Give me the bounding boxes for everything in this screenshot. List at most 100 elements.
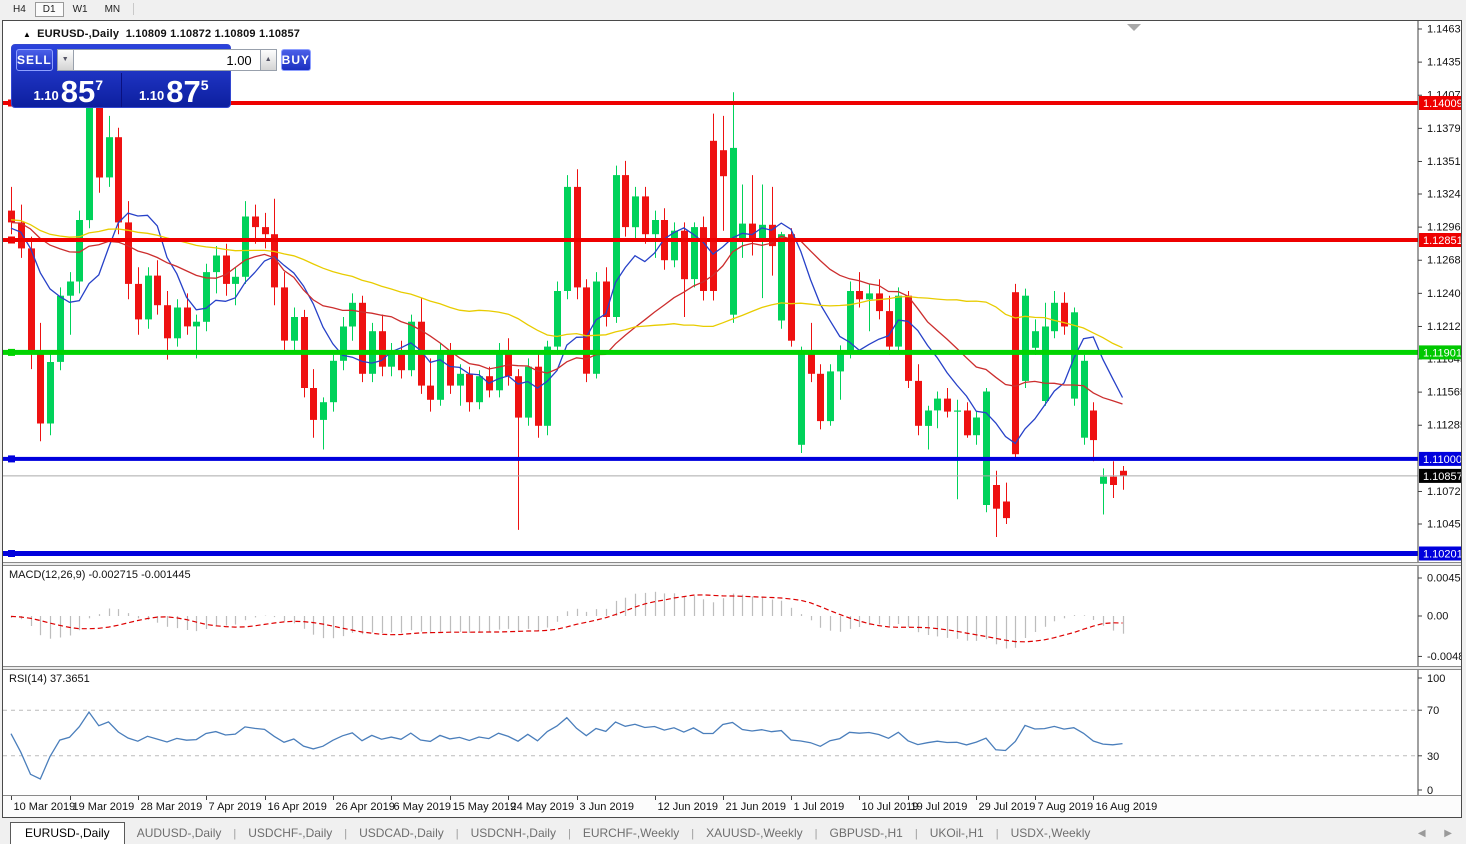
svg-text:1.14009: 1.14009 [1423,98,1461,110]
svg-text:1.11565: 1.11565 [1427,387,1461,399]
tab-separator: | [344,828,348,840]
sell-price-main: 85 [60,74,96,109]
macd-canvas[interactable]: 0.004517 0.00 -0.004806 [3,566,1461,666]
svg-text:10 Mar 2019: 10 Mar 2019 [14,801,76,813]
svg-text:1.12680: 1.12680 [1427,255,1461,267]
date-axis[interactable]: 10 Mar 2019 19 Mar 2019 28 Mar 2019 7 Apr 2… [3,795,1461,817]
buy-price-main: 87 [166,74,201,109]
timeframe-button-w1[interactable]: W1 [72,3,88,15]
buy-button[interactable]: BUY [280,49,312,71]
chart-tab-usdcnh-daily[interactable]: USDCNH-,Daily [470,826,556,840]
tab-separator: | [567,828,571,840]
timeframe-button-d1[interactable]: D1 [34,1,64,17]
sell-price[interactable]: 1.10 85 7 [16,73,122,107]
svg-text:1.10857: 1.10857 [1423,471,1461,483]
tab-separator: | [455,828,459,840]
svg-text:1.12851: 1.12851 [1423,235,1461,247]
svg-text:1.11285: 1.11285 [1427,420,1461,432]
svg-text:28 Mar 2019: 28 Mar 2019 [141,801,203,813]
tab-scroll-arrows[interactable]: ◀ ▶ [1417,828,1460,839]
pane-splitter[interactable] [3,666,1461,670]
buy-price[interactable]: 1.10 87 5 [122,73,227,107]
volume-increase-icon[interactable]: ▲ [259,49,277,71]
volume-input[interactable] [73,49,260,71]
svg-text:16 Aug 2019: 16 Aug 2019 [1096,801,1158,813]
chart-tab-usdchf-daily[interactable]: USDCHF-,Daily [248,826,333,840]
pane-splitter[interactable] [3,562,1461,566]
tab-separator: | [995,828,999,840]
one-click-trade-panel: SELL ▼ ▲ BUY 1.10 85 7 1.10 [11,44,312,108]
svg-text:1.10725: 1.10725 [1427,486,1461,498]
svg-text:1.13515: 1.13515 [1427,156,1461,168]
chart-title: ▲ EURUSD-,Daily 1.10809 1.10872 1.10809 1… [23,28,300,40]
rsi-pane[interactable]: 100 70 30 0 [3,670,1461,795]
svg-text:15 May 2019: 15 May 2019 [453,801,517,813]
svg-text:1.14635: 1.14635 [1427,24,1461,36]
price-chart-canvas[interactable]: 1.146351.143551.140751.137951.135151.132… [3,21,1461,562]
sell-button[interactable]: SELL [16,49,53,71]
chart-tab-usdx-weekly[interactable]: USDX-,Weekly [1010,826,1091,840]
chart-tab-ukoil-h1[interactable]: UKOil-,H1 [929,826,984,840]
svg-text:6 May 2019: 6 May 2019 [394,801,451,813]
svg-text:1.14355: 1.14355 [1427,57,1461,69]
chart-tab-eurchf-weekly[interactable]: EURCHF-,Weekly [582,826,680,840]
svg-text:1.12960: 1.12960 [1427,222,1461,234]
chart-ohlc-values: 1.10809 1.10872 1.10809 1.10857 [125,28,301,40]
rsi-canvas[interactable]: 100 70 30 0 [3,670,1461,795]
chart-symbol-label: EURUSD-,Daily [37,28,120,40]
timeframe-button-h4[interactable]: H4 [13,3,26,15]
svg-text:7 Aug 2019: 7 Aug 2019 [1038,801,1094,813]
svg-text:3 Jun 2019: 3 Jun 2019 [580,801,634,813]
chart-tab-gbpusd-h1[interactable]: GBPUSD-,H1 [829,826,903,840]
svg-text:1.10450: 1.10450 [1427,519,1461,531]
svg-text:-0.004806: -0.004806 [1427,651,1461,663]
macd-label: MACD(12,26,9) -0.002715 -0.001445 [9,569,191,581]
svg-text:100: 100 [1427,673,1445,685]
sell-price-pip: 7 [95,77,104,93]
svg-text:19 Mar 2019: 19 Mar 2019 [73,801,135,813]
svg-text:21 Jun 2019: 21 Jun 2019 [726,801,787,813]
macd-pane[interactable]: 0.004517 0.00 -0.004806 [3,566,1461,666]
svg-text:19 Jul 2019: 19 Jul 2019 [911,801,968,813]
chart-tab-audusd-daily[interactable]: AUDUSD-,Daily [136,826,222,840]
svg-text:1.12120: 1.12120 [1427,321,1461,333]
svg-text:70: 70 [1427,705,1439,717]
timeframe-toolbar: H4 D1 W1 MN [0,0,1466,18]
svg-text:0.00: 0.00 [1427,611,1448,623]
tab-separator: | [914,828,918,840]
svg-text:1 Jul 2019: 1 Jul 2019 [794,801,845,813]
tab-separator: | [233,828,237,840]
chart-tab-usdcad-daily[interactable]: USDCAD-,Daily [359,826,444,840]
buy-price-pip: 5 [200,77,209,93]
sell-price-prefix: 1.10 [33,88,59,103]
collapse-panel-icon[interactable]: ▲ [23,30,32,39]
volume-decrease-icon[interactable]: ▼ [56,49,74,71]
svg-text:10 Jul 2019: 10 Jul 2019 [862,801,919,813]
svg-text:24 May 2019: 24 May 2019 [511,801,575,813]
svg-text:1.13240: 1.13240 [1427,189,1461,201]
svg-text:1.11000: 1.11000 [1423,454,1461,466]
svg-text:0: 0 [1427,785,1433,795]
svg-text:16 Apr 2019: 16 Apr 2019 [268,801,327,813]
svg-text:1.10201: 1.10201 [1423,548,1461,560]
toolbar-separator [133,3,135,15]
svg-text:1.11901: 1.11901 [1423,347,1461,359]
svg-text:26 Apr 2019: 26 Apr 2019 [336,801,395,813]
svg-text:30: 30 [1427,751,1439,763]
chart-tab-bar: EURUSD-,Daily AUDUSD-,Daily | USDCHF-,Daily… [0,819,1466,844]
timeframe-button-mn[interactable]: MN [104,3,121,15]
svg-text:1.13795: 1.13795 [1427,123,1461,135]
svg-text:0.004517: 0.004517 [1427,573,1461,585]
svg-text:7 Apr 2019: 7 Apr 2019 [209,801,262,813]
svg-text:12 Jun 2019: 12 Jun 2019 [658,801,719,813]
chart-tab-xauusd-weekly[interactable]: XAUUSD-,Weekly [706,826,803,840]
price-chart-pane[interactable]: 1.146351.143551.140751.137951.135151.132… [3,21,1461,562]
tab-separator: | [691,828,695,840]
svg-text:1.12400: 1.12400 [1427,288,1461,300]
chart-window: 1.146351.143551.140751.137951.135151.132… [2,20,1462,818]
rsi-label: RSI(14) 37.3651 [9,673,90,685]
svg-text:29 Jul 2019: 29 Jul 2019 [979,801,1036,813]
tab-separator: | [814,828,818,840]
chart-tab-eurusd-daily[interactable]: EURUSD-,Daily [10,822,125,844]
